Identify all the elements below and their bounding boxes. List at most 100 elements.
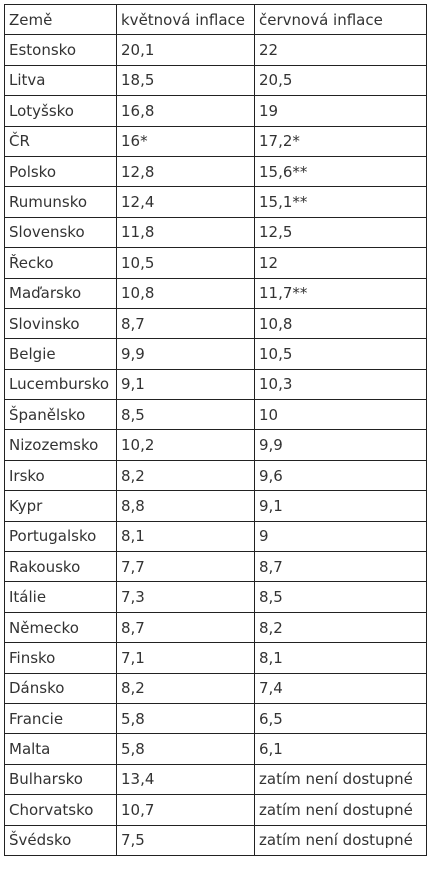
cell: 11,8 bbox=[116, 216, 255, 249]
cell: 7,5 bbox=[116, 824, 255, 856]
data-row: Slovensko 11,8 12,5 bbox=[4, 216, 427, 249]
cell: zatím není dostupné bbox=[254, 794, 427, 826]
data-row: Rakousko 7,7 8,7 bbox=[4, 551, 427, 583]
cell: Rumunsko bbox=[4, 186, 117, 218]
data-row: Slovinsko 8,7 10,8 bbox=[4, 307, 427, 340]
header-cell: Země bbox=[4, 3, 117, 36]
table-body: Země květnová inflace červnová inflace Esto… bbox=[4, 3, 427, 856]
cell: 8,2 bbox=[116, 459, 255, 492]
cell: 12,5 bbox=[254, 216, 427, 249]
cell: 15,1** bbox=[254, 186, 427, 218]
cell: 10,3 bbox=[254, 368, 427, 401]
data-row: Maďarsko 10,8 11,7** bbox=[4, 277, 427, 309]
data-row: Francie 5,8 6,5 bbox=[4, 702, 427, 735]
cell: Itálie bbox=[4, 581, 117, 613]
data-row: ČR 16* 17,2* bbox=[4, 125, 427, 157]
cell: 18,5 bbox=[116, 64, 255, 97]
cell: 10,8 bbox=[116, 277, 255, 309]
header-cell: květnová inflace bbox=[116, 3, 255, 36]
data-row: Dánsko 8,2 7,4 bbox=[4, 672, 427, 704]
cell: Chorvatsko bbox=[4, 794, 117, 826]
cell: 9,1 bbox=[254, 490, 427, 522]
cell: 9,6 bbox=[254, 459, 427, 492]
cell: Bulharsko bbox=[4, 763, 117, 796]
cell: 8,7 bbox=[116, 611, 255, 644]
data-row: Bulharsko 13,4 zatím není dostupné bbox=[4, 763, 427, 796]
cell: 22 bbox=[254, 34, 427, 66]
cell: 8,1 bbox=[116, 520, 255, 553]
data-row: Litva 18,5 20,5 bbox=[4, 64, 427, 97]
cell: 10,2 bbox=[116, 429, 255, 461]
cell: Finsko bbox=[4, 642, 117, 674]
cell: 10 bbox=[254, 399, 427, 431]
cell: 17,2* bbox=[254, 125, 427, 157]
data-row: Rumunsko 12,4 15,1** bbox=[4, 186, 427, 218]
cell: Portugalsko bbox=[4, 520, 117, 553]
data-row: Portugalsko 8,1 9 bbox=[4, 520, 427, 553]
cell: 6,1 bbox=[254, 733, 427, 765]
cell: 7,1 bbox=[116, 642, 255, 674]
cell: 10,5 bbox=[254, 338, 427, 370]
cell: 7,3 bbox=[116, 581, 255, 613]
cell: 9,1 bbox=[116, 368, 255, 401]
data-row: Estonsko 20,1 22 bbox=[4, 34, 427, 66]
cell: Francie bbox=[4, 702, 117, 735]
cell: 9 bbox=[254, 520, 427, 553]
data-row: Finsko 7,1 8,1 bbox=[4, 642, 427, 674]
cell: Lucembursko bbox=[4, 368, 117, 401]
cell: 10,8 bbox=[254, 307, 427, 340]
cell: Irsko bbox=[4, 459, 117, 492]
cell: Malta bbox=[4, 733, 117, 765]
cell: Německo bbox=[4, 611, 117, 644]
cell: Kypr bbox=[4, 490, 117, 522]
cell: Polsko bbox=[4, 155, 117, 188]
data-row: Kypr 8,8 9,1 bbox=[4, 490, 427, 522]
cell: 16,8 bbox=[116, 95, 255, 127]
cell: Lotyšsko bbox=[4, 95, 117, 127]
cell: 9,9 bbox=[116, 338, 255, 370]
cell: Nizozemsko bbox=[4, 429, 117, 461]
cell: 12,8 bbox=[116, 155, 255, 188]
data-row: Řecko 10,5 12 bbox=[4, 247, 427, 279]
cell: 7,4 bbox=[254, 672, 427, 704]
cell: 13,4 bbox=[116, 763, 255, 796]
cell: Belgie bbox=[4, 338, 117, 370]
cell: zatím není dostupné bbox=[254, 763, 427, 796]
cell: 15,6** bbox=[254, 155, 427, 188]
cell: 8,7 bbox=[254, 551, 427, 583]
data-row: Malta 5,8 6,1 bbox=[4, 733, 427, 765]
cell: 16* bbox=[116, 125, 255, 157]
cell: Řecko bbox=[4, 247, 117, 279]
cell: Slovensko bbox=[4, 216, 117, 249]
data-row: Polsko 12,8 15,6** bbox=[4, 155, 427, 188]
cell: ČR bbox=[4, 125, 117, 157]
cell: 10,5 bbox=[116, 247, 255, 279]
cell: 7,7 bbox=[116, 551, 255, 583]
cell: 8,1 bbox=[254, 642, 427, 674]
cell: zatím není dostupné bbox=[254, 824, 427, 856]
cell: 11,7** bbox=[254, 277, 427, 309]
cell: 20,1 bbox=[116, 34, 255, 66]
header-cell: červnová inflace bbox=[254, 3, 427, 36]
cell: 10,7 bbox=[116, 794, 255, 826]
data-row: Nizozemsko 10,2 9,9 bbox=[4, 429, 427, 461]
cell: Španělsko bbox=[4, 399, 117, 431]
cell: Litva bbox=[4, 64, 117, 97]
cell: Slovinsko bbox=[4, 307, 117, 340]
cell: 8,5 bbox=[254, 581, 427, 613]
data-row: Belgie 9,9 10,5 bbox=[4, 338, 427, 370]
cell: Švédsko bbox=[4, 824, 117, 856]
cell: 12 bbox=[254, 247, 427, 279]
cell: 5,8 bbox=[116, 702, 255, 735]
cell: Maďarsko bbox=[4, 277, 117, 309]
data-row: Německo 8,7 8,2 bbox=[4, 611, 427, 644]
data-row: Chorvatsko 10,7 zatím není dostupné bbox=[4, 794, 427, 826]
data-row: Lotyšsko 16,8 19 bbox=[4, 95, 427, 127]
cell: 19 bbox=[254, 95, 427, 127]
cell: 8,7 bbox=[116, 307, 255, 340]
data-row: Lucembursko 9,1 10,3 bbox=[4, 368, 427, 401]
data-row: Itálie 7,3 8,5 bbox=[4, 581, 427, 613]
data-row: Švédsko 7,5 zatím není dostupné bbox=[4, 824, 427, 856]
cell: 8,2 bbox=[254, 611, 427, 644]
